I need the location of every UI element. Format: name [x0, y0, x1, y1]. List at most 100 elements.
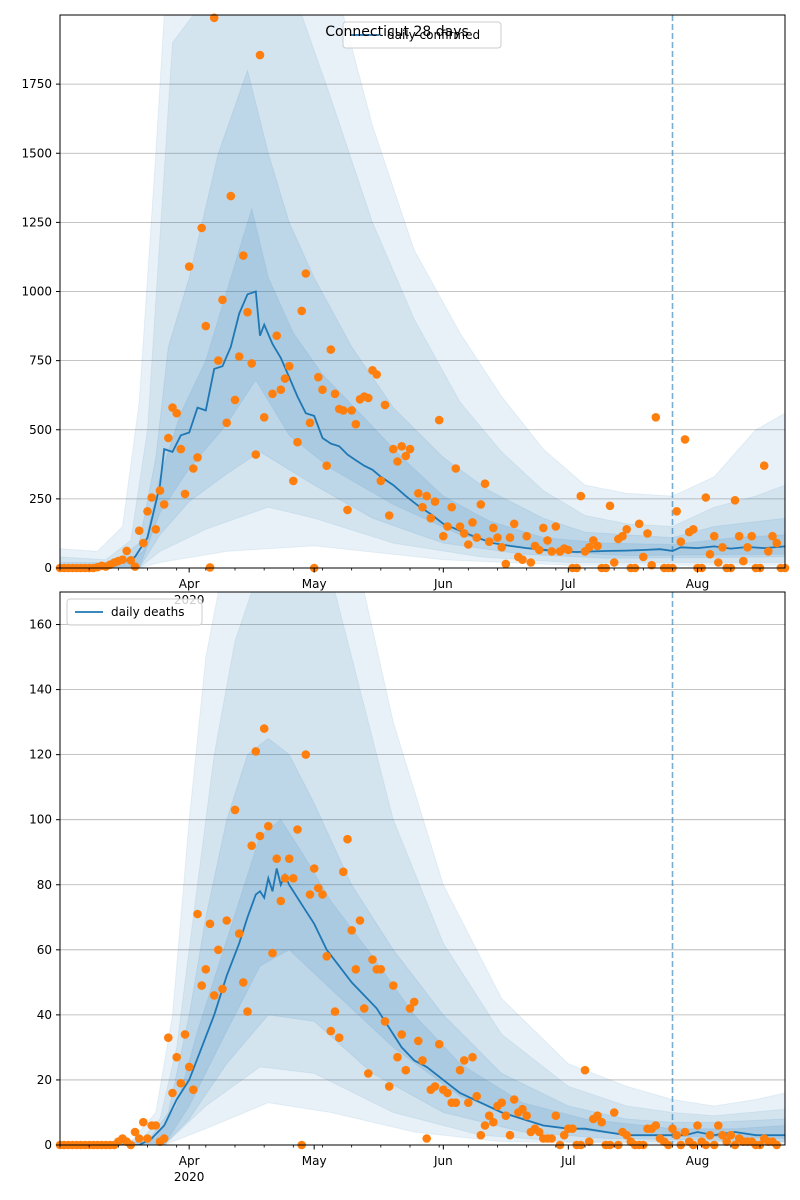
y-tick-label: 1500	[21, 146, 52, 160]
data-point	[289, 476, 298, 486]
data-point	[651, 1121, 661, 1130]
data-point	[718, 543, 727, 552]
data-point	[397, 442, 407, 451]
data-point	[318, 385, 327, 395]
y-axis: 0 250 500 750 1000 1250 1500 1750	[21, 77, 60, 575]
legend-box	[66, 598, 203, 626]
data-point	[430, 497, 440, 506]
data-point	[593, 541, 602, 551]
data-point	[559, 1130, 569, 1140]
data-point	[172, 408, 181, 418]
data-point	[314, 372, 323, 382]
data-point	[184, 1062, 194, 1072]
data-point	[564, 545, 573, 555]
data-point	[618, 531, 627, 541]
data-point	[593, 1111, 602, 1120]
data-point	[118, 555, 127, 564]
data-point	[522, 531, 531, 541]
data-point	[568, 1124, 577, 1133]
data-point	[472, 533, 482, 542]
data-point	[359, 1004, 369, 1013]
data-point	[234, 352, 244, 361]
data-point	[197, 981, 206, 990]
uncertainty-band	[60, 206, 785, 568]
data-point	[647, 560, 656, 570]
data-point	[343, 834, 352, 844]
data-point	[772, 538, 781, 548]
data-point	[518, 1104, 527, 1114]
y-tick-label: 40	[37, 1008, 52, 1022]
data-point	[455, 522, 465, 531]
data-point	[414, 489, 423, 498]
y-tick-label: 0	[44, 561, 52, 575]
y-tick-label: 500	[29, 423, 52, 437]
data-point	[164, 1033, 173, 1042]
data-point	[209, 991, 219, 1000]
data-point	[139, 538, 148, 548]
data-point	[576, 491, 586, 501]
data-point	[672, 1130, 681, 1140]
data-point	[293, 437, 302, 447]
data-point	[255, 50, 265, 60]
data-point	[534, 1127, 544, 1137]
data-point	[451, 464, 461, 473]
data-point	[134, 526, 144, 535]
data-point	[151, 525, 161, 534]
data-point	[430, 1082, 440, 1091]
data-point	[184, 262, 194, 271]
y-tick-label: 0	[44, 1138, 52, 1152]
data-point	[334, 1033, 344, 1042]
data-point	[393, 1052, 402, 1062]
data-point	[230, 805, 240, 815]
x-tick-label: Apr	[179, 577, 200, 591]
x-tick-label: Jul	[560, 1154, 575, 1168]
y-tick-label: 1750	[21, 77, 52, 91]
data-point	[680, 1127, 690, 1137]
data-point	[455, 1065, 465, 1075]
data-point	[418, 1056, 427, 1065]
data-point	[189, 464, 198, 473]
data-point	[130, 562, 140, 571]
data-point	[726, 1130, 736, 1140]
data-point	[468, 1052, 477, 1062]
data-point	[284, 854, 294, 863]
data-point	[734, 531, 744, 541]
x-tick-label: May	[302, 1154, 327, 1168]
data-point	[405, 444, 415, 454]
data-point	[480, 1121, 490, 1130]
legend: daily confirmed	[342, 21, 502, 49]
data-point	[622, 525, 631, 534]
data-point	[259, 413, 269, 422]
data-point	[168, 1088, 177, 1098]
data-point	[222, 916, 231, 925]
uncertainty-band	[60, 15, 785, 568]
data-point	[547, 1134, 556, 1143]
data-point	[584, 1137, 594, 1146]
data-point	[214, 356, 223, 365]
data-point	[522, 1111, 531, 1120]
data-point	[218, 295, 227, 305]
data-point	[364, 1069, 373, 1078]
y-tick-label: 100	[29, 813, 52, 827]
data-point	[264, 821, 273, 831]
uncertainty-band	[60, 68, 785, 568]
data-point	[693, 1121, 702, 1130]
y-tick-label: 750	[29, 354, 52, 368]
data-point	[305, 418, 315, 428]
data-point	[143, 507, 152, 516]
data-point	[297, 306, 307, 316]
x-tick-year-label: 2020	[174, 1170, 205, 1184]
data-point	[218, 984, 227, 994]
data-point	[451, 1098, 461, 1107]
y-tick-label: 1000	[21, 285, 52, 299]
data-point	[722, 1137, 731, 1146]
data-point	[339, 406, 348, 415]
data-point	[634, 519, 644, 529]
data-point	[497, 1098, 507, 1107]
data-point	[547, 547, 556, 556]
data-point	[551, 1111, 561, 1120]
data-point	[230, 395, 240, 405]
x-tick-label: Apr	[179, 1154, 200, 1168]
y-tick-label: 60	[37, 943, 52, 957]
data-point	[159, 1134, 169, 1143]
